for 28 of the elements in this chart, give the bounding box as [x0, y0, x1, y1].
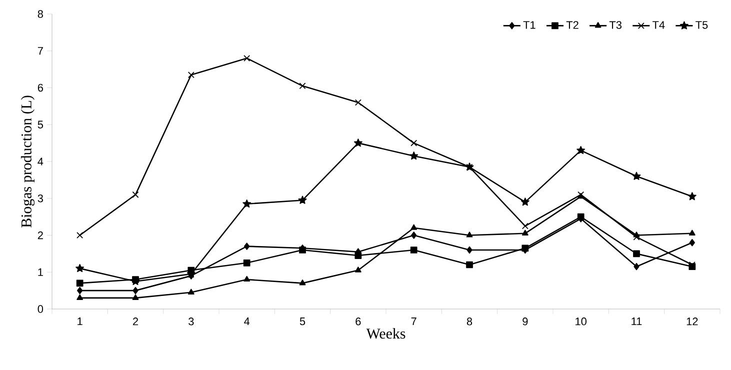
y-tick-label: 6 — [38, 84, 43, 92]
legend-label: T2 — [566, 21, 578, 29]
legend-label: T5 — [696, 21, 708, 29]
x-tick-label: 2 — [133, 318, 138, 326]
x-tick-label: 9 — [522, 318, 528, 326]
y-tick-label: 1 — [38, 268, 43, 276]
x-tick-label: 5 — [300, 318, 306, 326]
y-tick-label: 7 — [38, 47, 43, 55]
x-tick-label: 6 — [356, 318, 361, 326]
x-axis-title: Weeks — [366, 328, 406, 339]
y-tick-label: 0 — [38, 305, 44, 313]
y-tick-label: 4 — [38, 158, 44, 166]
y-tick-label: 2 — [38, 231, 43, 240]
y-axis-title: Biogas production (L) — [20, 96, 35, 228]
x-tick-label: 3 — [188, 318, 194, 326]
x-tick-label: 1 — [78, 318, 82, 326]
legend-label: T4 — [652, 21, 665, 29]
x-tick-label: 4 — [244, 318, 250, 326]
x-tick-label: 10 — [576, 318, 586, 326]
x-tick-label: 8 — [466, 318, 472, 326]
y-tick-label: 8 — [38, 10, 43, 18]
x-tick-label: 7 — [411, 318, 416, 326]
y-tick-label: 5 — [38, 120, 44, 128]
x-tick-label: 12 — [686, 318, 698, 326]
y-tick-label: 3 — [38, 194, 43, 202]
x-tick-label: 11 — [632, 318, 642, 326]
legend-label: T1 — [523, 21, 536, 29]
legend-label: T3 — [609, 21, 622, 29]
